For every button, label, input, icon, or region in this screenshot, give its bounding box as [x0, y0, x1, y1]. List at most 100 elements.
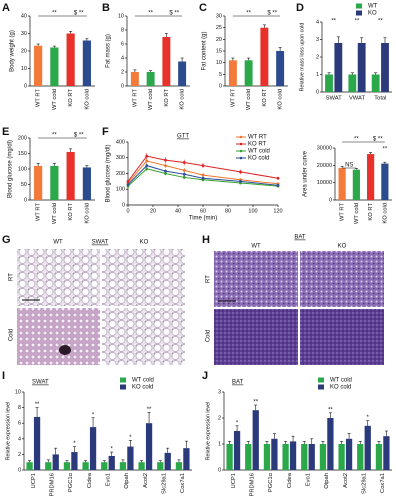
x-tick-label: Otpah	[324, 473, 330, 489]
bar	[101, 462, 108, 470]
bar	[145, 423, 153, 470]
y-tick-label: 1	[218, 441, 221, 447]
bar	[334, 43, 343, 92]
y-tick-label: 4	[18, 436, 21, 442]
y-tick-label: 0	[24, 83, 27, 89]
column-label: WT	[251, 244, 261, 250]
bar	[164, 452, 171, 470]
row-label: Cold	[9, 329, 15, 341]
bar	[82, 40, 91, 86]
bar	[130, 72, 139, 86]
point	[201, 173, 205, 177]
x-tick-label: WT RT	[230, 89, 236, 108]
panel-letter: H	[202, 234, 210, 246]
x-tick-label: Cox7a1	[180, 473, 186, 493]
x-tick-label: 100	[248, 208, 257, 214]
y-tick-label: 100	[116, 187, 125, 193]
significance: **	[378, 19, 383, 25]
bar	[367, 154, 375, 200]
x-tick-label: Cidea	[87, 472, 93, 488]
panel-letter: D	[296, 2, 304, 14]
y-axis-title: Blood glucose (mg/dl)	[106, 144, 112, 202]
significance: **	[383, 147, 388, 153]
legend-swatch	[356, 3, 362, 9]
legend-label: WT	[368, 4, 378, 10]
x-tick-label: Otpah	[124, 473, 130, 489]
y-tick-label: 0	[218, 467, 221, 473]
bar	[260, 27, 269, 87]
significance: *	[129, 435, 132, 441]
y-axis-title: Fat mass (g)	[106, 34, 112, 68]
significance: **	[147, 407, 152, 413]
y-tick-label: 40	[21, 13, 27, 19]
point	[164, 158, 167, 162]
legend-label: KO cold	[330, 385, 351, 391]
bar	[178, 61, 187, 86]
y-tick-label: 0	[122, 202, 125, 208]
point	[164, 169, 167, 173]
significance: **	[253, 400, 258, 406]
significance: **	[246, 11, 251, 17]
bar	[308, 444, 315, 470]
bar	[381, 43, 389, 92]
x-tick-label: Acot2	[143, 473, 149, 488]
y-axis-title: Blood glucose (mg/dl)	[8, 140, 14, 198]
micrograph	[300, 309, 384, 365]
y-tick-label: 30	[216, 13, 222, 19]
point	[182, 168, 186, 172]
legend-swatch	[318, 384, 324, 390]
x-tick-label: 80	[225, 208, 231, 214]
legend-swatch	[239, 142, 243, 146]
x-tick-label: SWAT	[326, 96, 343, 102]
y-tick-label: 10	[15, 389, 21, 395]
y-axis-title: Body weight (g)	[10, 30, 16, 72]
micrograph	[214, 309, 298, 365]
bar	[319, 444, 327, 470]
x-tick-label: VWAT	[349, 96, 366, 102]
point	[126, 179, 130, 183]
micrograph	[17, 308, 100, 365]
point	[182, 161, 186, 164]
panel-letter: I	[2, 370, 5, 382]
column-label: WT	[53, 240, 63, 246]
significance: *	[111, 447, 114, 453]
y-tick-label: 2	[218, 415, 221, 421]
y-tick-label: 300	[116, 155, 125, 161]
bar	[34, 45, 43, 86]
y-tick-label: 100	[18, 166, 27, 172]
x-tick-label: Total	[374, 96, 386, 102]
y-tick-label: 3	[316, 37, 319, 43]
y-tick-label: 0	[316, 89, 319, 95]
y-tick-label: 20	[216, 37, 222, 43]
point	[276, 183, 280, 187]
bar	[66, 33, 75, 86]
legend-label: KO cold	[248, 156, 269, 162]
panel-letter: A	[2, 2, 10, 14]
panel-letter: E	[2, 126, 9, 138]
y-tick-label: 10000	[317, 180, 332, 186]
legend-swatch	[318, 377, 324, 383]
y-tick-label: 0	[219, 83, 222, 89]
bar	[127, 446, 134, 470]
y-tick-label: 200	[116, 171, 125, 177]
x-tick-label: KO RT	[368, 203, 374, 221]
panel-letter: B	[102, 2, 110, 14]
x-tick-label: Slc29a1	[362, 473, 368, 494]
bar	[119, 462, 127, 470]
y-tick-label: 10	[21, 66, 27, 72]
bar	[82, 462, 89, 470]
bar	[381, 163, 389, 200]
significance: **	[355, 19, 360, 25]
legend-label: KO cold	[132, 385, 153, 391]
x-tick-label: KO cold	[84, 203, 90, 224]
bar	[34, 165, 43, 200]
bar	[357, 444, 364, 470]
bar	[52, 454, 59, 470]
bar	[325, 74, 333, 92]
y-tick-label: 8	[18, 405, 21, 411]
point	[164, 172, 167, 175]
y-tick-label: 50	[21, 182, 27, 188]
significance: **	[52, 133, 57, 139]
panel-h: H BAT WT KO RT Cold	[202, 234, 384, 365]
